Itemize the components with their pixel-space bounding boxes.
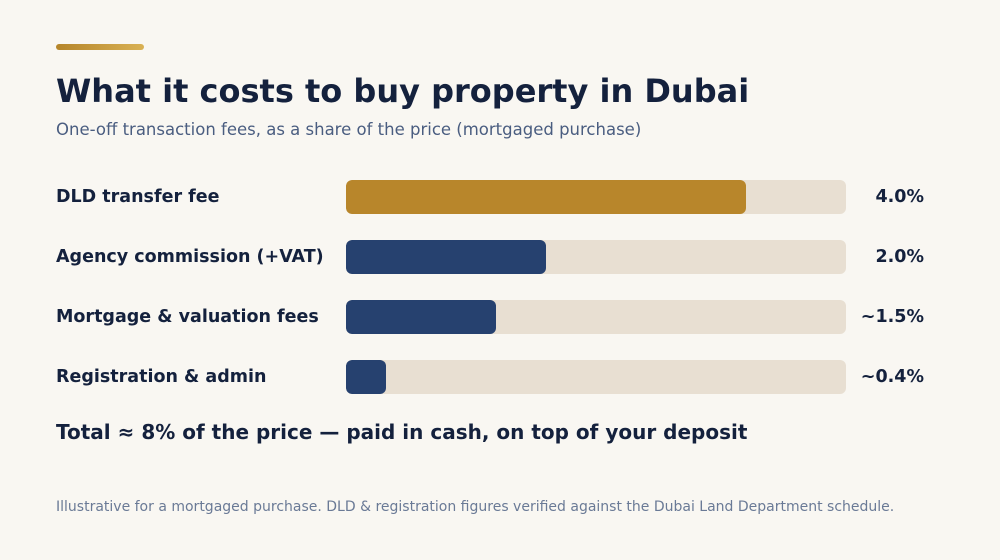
bar-value-label: 2.0% (875, 247, 924, 267)
bar-row: Agency commission (+VAT) 2.0% (0, 240, 1000, 274)
bar-row: Mortgage & valuation fees ~1.5% (0, 300, 1000, 334)
bar-value-label: ~1.5% (860, 307, 924, 327)
footnote: Illustrative for a mortgaged purchase. D… (56, 499, 895, 515)
chart-subtitle: One-off transaction fees, as a share of … (56, 120, 642, 139)
bar-row: Registration & admin ~0.4% (0, 360, 1000, 394)
bar-row: DLD transfer fee 4.0% (0, 180, 1000, 214)
bar-label: Agency commission (+VAT) (56, 247, 324, 267)
bar-fill (346, 300, 496, 334)
bar-fill (346, 360, 386, 394)
total-summary: Total ≈ 8% of the price — paid in cash, … (56, 420, 748, 444)
bar-fill (346, 180, 746, 214)
bar-label: DLD transfer fee (56, 187, 220, 207)
bar-label: Mortgage & valuation fees (56, 307, 319, 327)
bar-label: Registration & admin (56, 367, 267, 387)
bar-value-label: ~0.4% (860, 367, 924, 387)
bar-track (346, 360, 846, 394)
bar-fill (346, 240, 546, 274)
chart-title: What it costs to buy property in Dubai (56, 72, 750, 110)
bar-track (346, 300, 846, 334)
accent-bar (56, 44, 144, 50)
bar-value-label: 4.0% (875, 187, 924, 207)
bar-track (346, 240, 846, 274)
bar-track (346, 180, 846, 214)
